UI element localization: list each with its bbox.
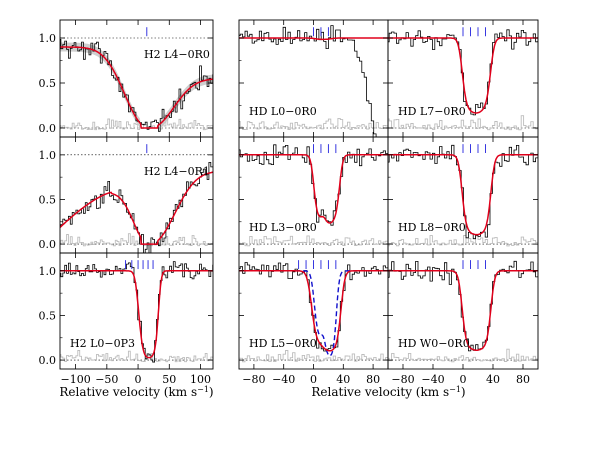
panel-label: H2 L4−0R0 (144, 48, 210, 61)
panel-label: HD L3−0R0 (249, 221, 317, 234)
x-tick-label: 40 (486, 373, 500, 386)
x-tick-label: −100 (61, 373, 91, 386)
observed-spectrum (388, 29, 538, 116)
panel-hd-l7-0r0: HD L7−0R0 (387, 19, 539, 138)
x-tick-label: −40 (272, 373, 295, 386)
panel-h2-l0-0p3: 0.0 0.5 1.0 H2 L0−0P3 −100 −50 0 50 100 (39, 252, 214, 386)
residual-spectrum (388, 235, 538, 247)
panel-label: HD L5−0R0 (249, 337, 317, 350)
model-fit-line (60, 270, 213, 359)
model-fit-line (388, 270, 538, 351)
observed-spectrum (60, 39, 213, 132)
y-tick-label: 0.5 (39, 309, 57, 322)
model-fit-line (388, 37, 538, 114)
y-tick-label: 0.5 (39, 193, 57, 206)
observed-spectrum (60, 162, 213, 253)
x-tick-label: −80 (391, 373, 414, 386)
observed-spectrum (239, 262, 388, 352)
x-tick-label: 100 (190, 373, 211, 386)
observed-spectrum (239, 25, 377, 137)
y-tick-label: 0.5 (39, 77, 57, 90)
x-tick-label: −80 (242, 373, 265, 386)
panel-hd-w0-0r0: HD W0−0R0 −80 −40 0 40 80 (387, 252, 539, 386)
residual-spectrum (60, 118, 213, 131)
x-tick-label: 0 (310, 373, 317, 386)
panel-frame (59, 136, 214, 254)
model-fit-line (239, 37, 388, 41)
panel-hd-l8-0r0: HD L8−0R0 (387, 136, 539, 254)
x-tick-label: 0 (135, 373, 142, 386)
panel-label: H2 L0−0P3 (70, 337, 135, 350)
panel-frame (59, 252, 214, 370)
y-tick-label: 0.0 (39, 354, 57, 367)
panel-label: H2 L4−0R1 (144, 165, 210, 178)
residual-spectrum (239, 117, 388, 131)
residual-spectrum (60, 350, 213, 363)
y-tick-label: 0.0 (39, 238, 57, 251)
x-axis-title: Relative velocity (km s−1) (311, 385, 465, 400)
y-tick-label: 1.0 (39, 265, 57, 278)
x-tick-label: 40 (336, 373, 350, 386)
panel-label: HD L8−0R0 (398, 221, 466, 234)
x-tick-label: 0 (460, 373, 467, 386)
x-tick-label: 80 (366, 373, 380, 386)
panel-label: HD L0−0R0 (249, 105, 317, 118)
x-tick-label: 50 (162, 373, 176, 386)
y-tick-label: 1.0 (39, 32, 57, 45)
panel-h2-l4-0r1: 0.0 0.5 1.0 H2 L4−0R1 (39, 136, 214, 254)
panel-hd-l3-0r0: HD L3−0R0 (238, 136, 389, 254)
panel-label: HD W0−0R0 (398, 337, 470, 350)
y-tick-label: 0.0 (39, 122, 57, 135)
x-axis-title: Relative velocity (km s−1) (59, 385, 213, 400)
residual-spectrum (388, 115, 538, 131)
model-fit-line (60, 171, 213, 245)
panel-hd-l5-0r0: HD L5−0R0 −80 −40 0 40 80 (238, 252, 389, 386)
model-fit-line (239, 154, 388, 224)
residual-spectrum (239, 350, 388, 363)
y-tick-label: 1.0 (39, 149, 57, 162)
residual-spectrum (239, 235, 388, 247)
panel-hd-l0-0r0: HD L0−0R0 (238, 19, 389, 138)
residual-spectrum (60, 233, 213, 247)
model-fit-line (239, 270, 388, 352)
panel-label: HD L7−0R0 (398, 105, 466, 118)
model-fit-line (60, 46, 213, 129)
residual-spectrum (388, 348, 538, 363)
model-fit-line (388, 154, 538, 236)
x-tick-label: 80 (516, 373, 530, 386)
x-tick-label: −40 (421, 373, 444, 386)
x-tick-label: −50 (95, 373, 118, 386)
panel-h2-l4-0r0: 0.0 0.5 1.0 H2 L4−0R0 (39, 19, 214, 138)
